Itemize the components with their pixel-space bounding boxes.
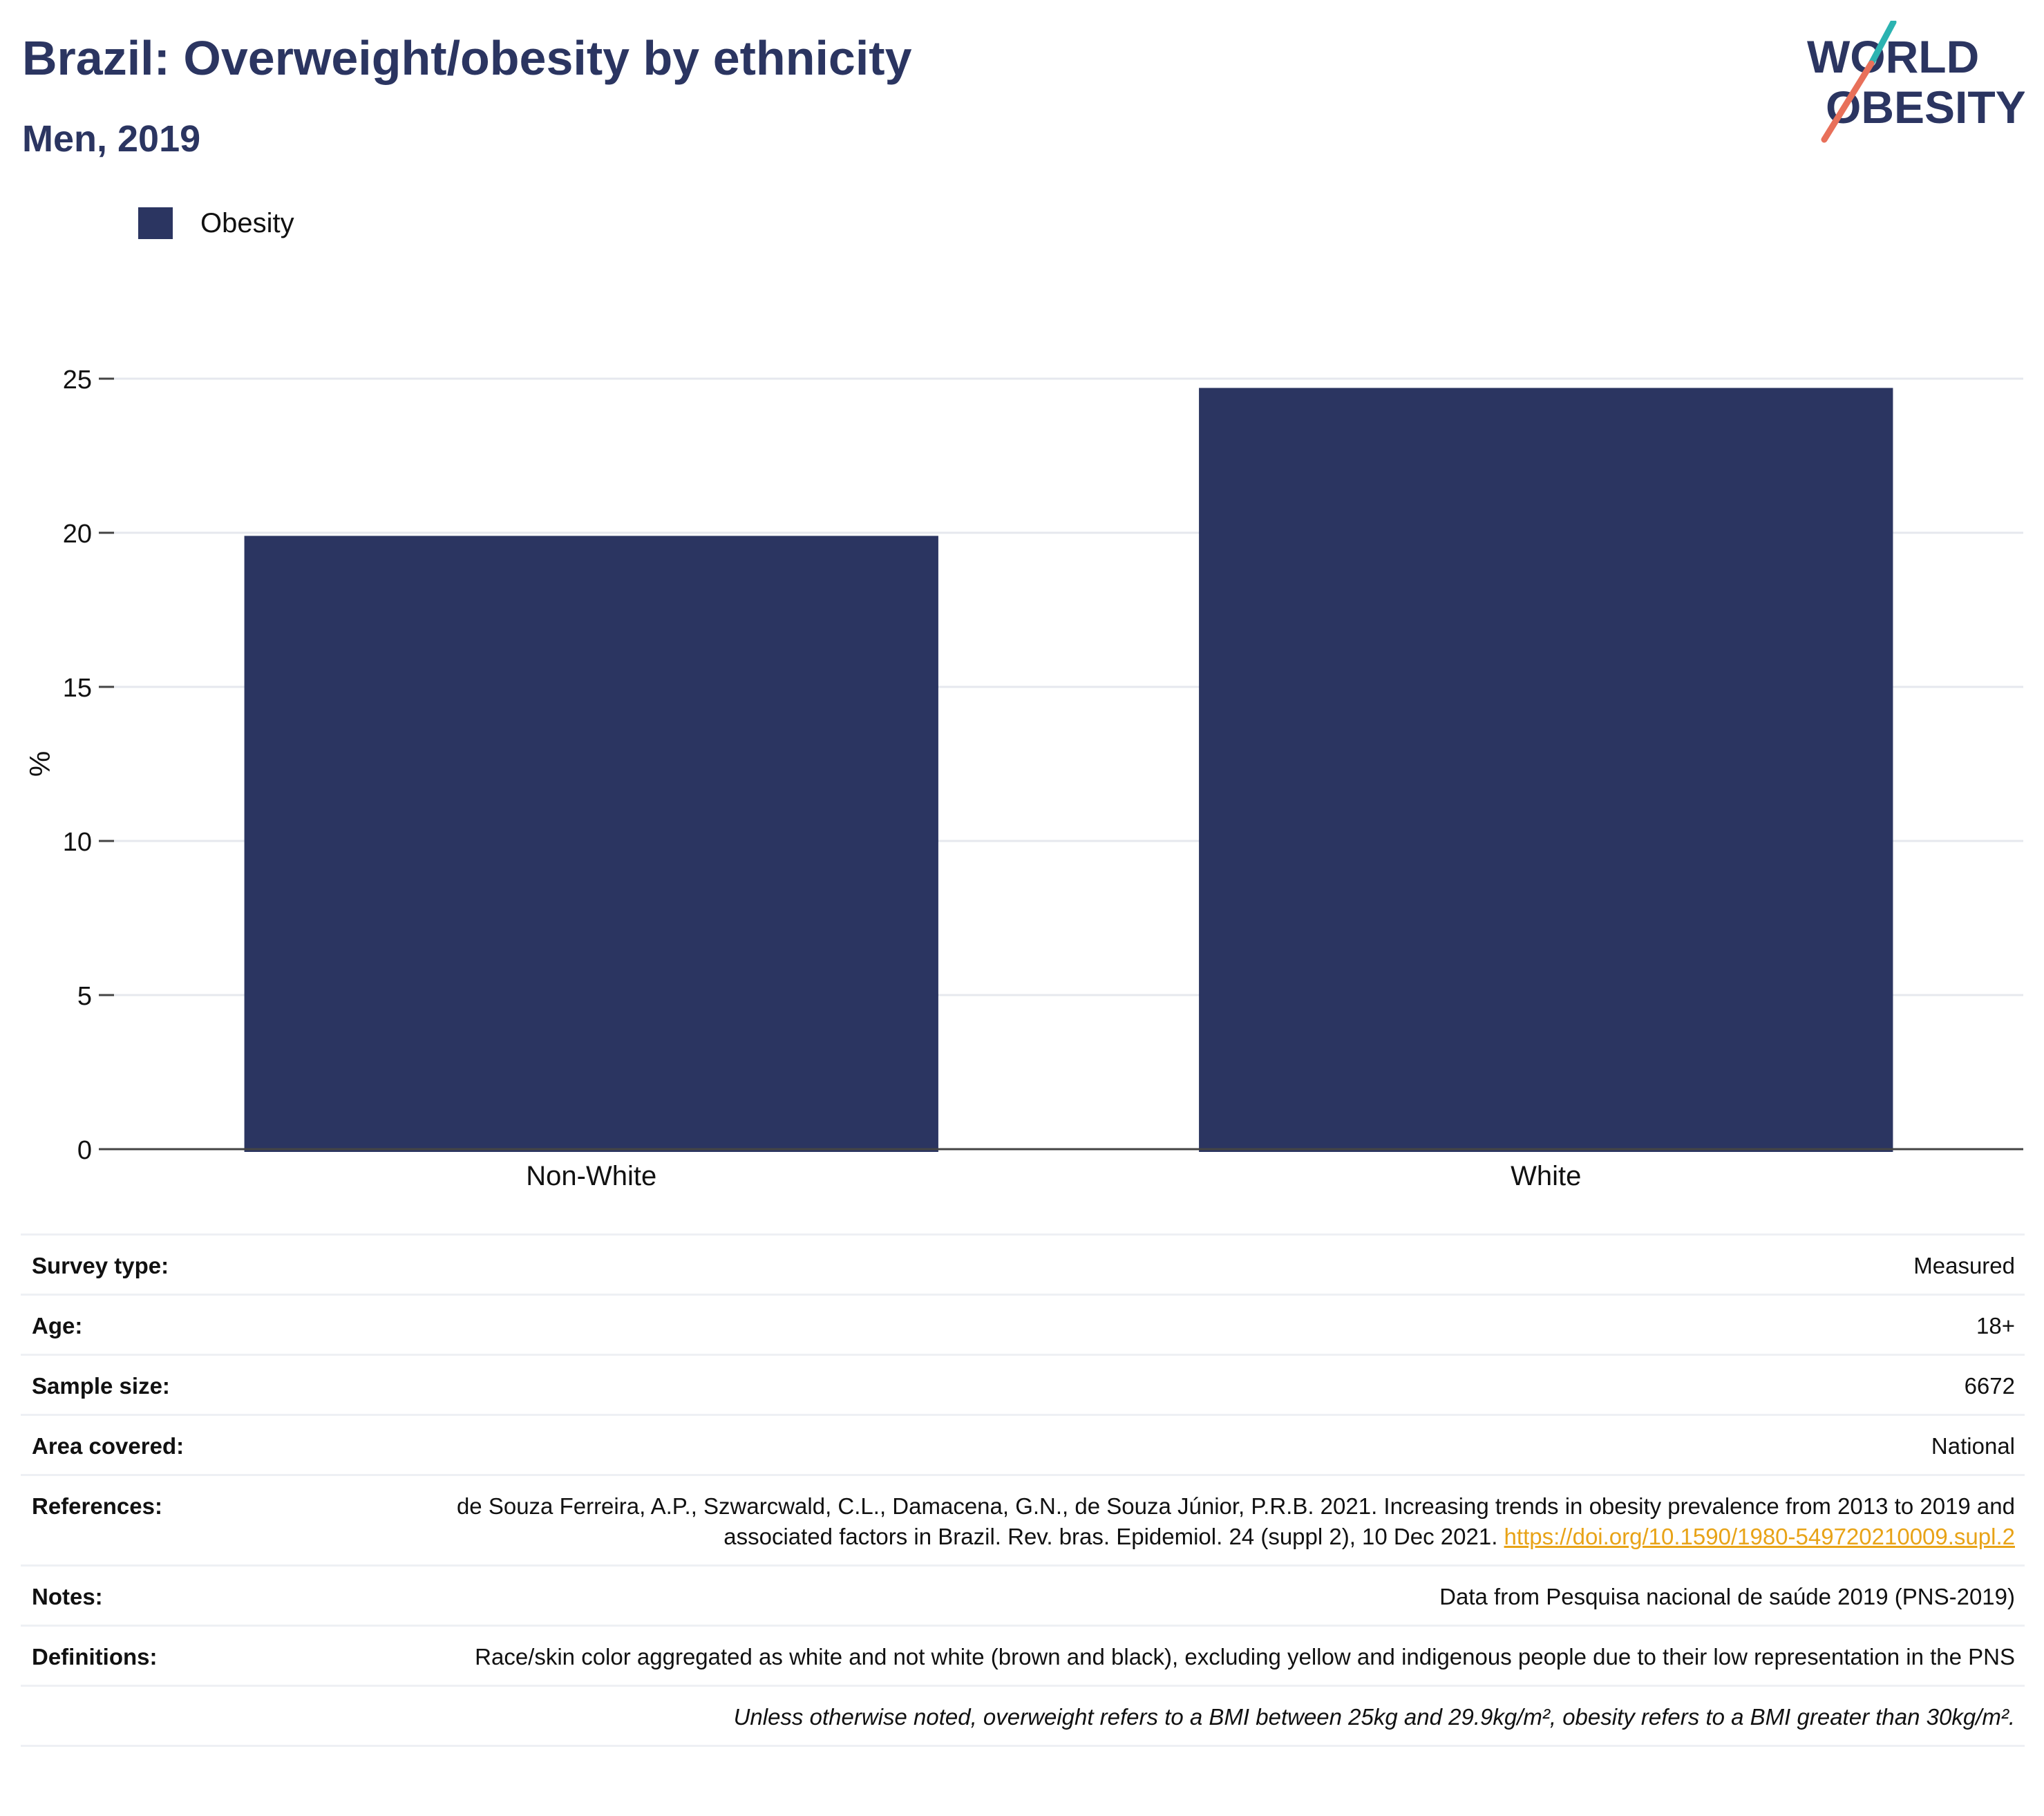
notes-value: Data from Pesquisa nacional de saúde 201…: [1439, 1584, 2015, 1609]
info-table: Survey type: Measured Age: 18+ Sample si…: [21, 1233, 2025, 1747]
logo-slash-coral: [1821, 60, 1875, 143]
area-covered-label: Area covered:: [32, 1433, 184, 1459]
area-covered-value: National: [1931, 1433, 2015, 1459]
info-row-sample-size: Sample size: 6672: [21, 1356, 2025, 1416]
chart-subtitle: Men, 2019: [22, 118, 201, 160]
bar-chart: 0 5 10 15 20 25% Non-White White: [23, 366, 2023, 1191]
survey-type-label: Survey type:: [32, 1253, 169, 1278]
info-row-references: References: de Souza Ferreira, A.P., Szw…: [21, 1476, 2025, 1567]
legend-label-obesity: Obesity: [200, 207, 294, 238]
y-tick-label-5: 5: [77, 982, 92, 1011]
references-value: de Souza Ferreira, A.P., Szwarcwald, C.L…: [446, 1491, 2015, 1552]
bar-non-white: [244, 536, 938, 1152]
sample-size-label: Sample size:: [32, 1373, 170, 1399]
y-tick-label-0: 0: [77, 1136, 92, 1165]
logo-text-obesity: OBESITY: [1826, 82, 2025, 133]
world-obesity-logo: WORLD OBESITY: [1807, 21, 2025, 143]
logo-slash-teal: [1868, 21, 1897, 67]
survey-type-value: Measured: [1913, 1253, 2015, 1278]
y-tick-label-10: 10: [63, 828, 92, 857]
age-label: Age:: [32, 1313, 83, 1339]
y-axis-title: %: [23, 751, 56, 777]
x-tick-label-non-white: Non-White: [526, 1161, 656, 1191]
chart-title: Brazil: Overweight/obesity by ethnicity: [22, 31, 912, 85]
info-row-area: Area covered: National: [21, 1416, 2025, 1476]
y-tick-label-25: 25: [63, 366, 92, 395]
notes-label: Notes:: [32, 1584, 103, 1609]
definitions-label: Definitions:: [32, 1644, 158, 1670]
info-row-footnote: Unless otherwise noted, overweight refer…: [21, 1687, 2025, 1747]
legend: Obesity: [138, 207, 294, 239]
references-text: de Souza Ferreira, A.P., Szwarcwald, C.L…: [456, 1493, 2015, 1549]
info-row-notes: Notes: Data from Pesquisa nacional de sa…: [21, 1567, 2025, 1627]
legend-swatch-obesity: [138, 207, 173, 239]
logo-text-world: WORLD: [1807, 31, 1979, 82]
references-label: References:: [32, 1493, 162, 1519]
references-link[interactable]: https://doi.org/10.1590/1980-54972021000…: [1504, 1524, 2015, 1549]
sample-size-value: 6672: [1964, 1373, 2015, 1399]
info-row-survey-type: Survey type: Measured: [21, 1236, 2025, 1296]
y-tick-label-15: 15: [63, 674, 92, 703]
y-tick-label-20: 20: [63, 520, 92, 549]
info-row-age: Age: 18+: [21, 1296, 2025, 1356]
x-tick-label-white: White: [1511, 1161, 1581, 1191]
age-value: 18+: [1976, 1313, 2015, 1339]
footnote: Unless otherwise noted, overweight refer…: [733, 1704, 2015, 1730]
bar-white: [1199, 388, 1893, 1152]
definitions-value: Race/skin color aggregated as white and …: [475, 1644, 2015, 1670]
info-row-definitions: Definitions: Race/skin color aggregated …: [21, 1627, 2025, 1687]
